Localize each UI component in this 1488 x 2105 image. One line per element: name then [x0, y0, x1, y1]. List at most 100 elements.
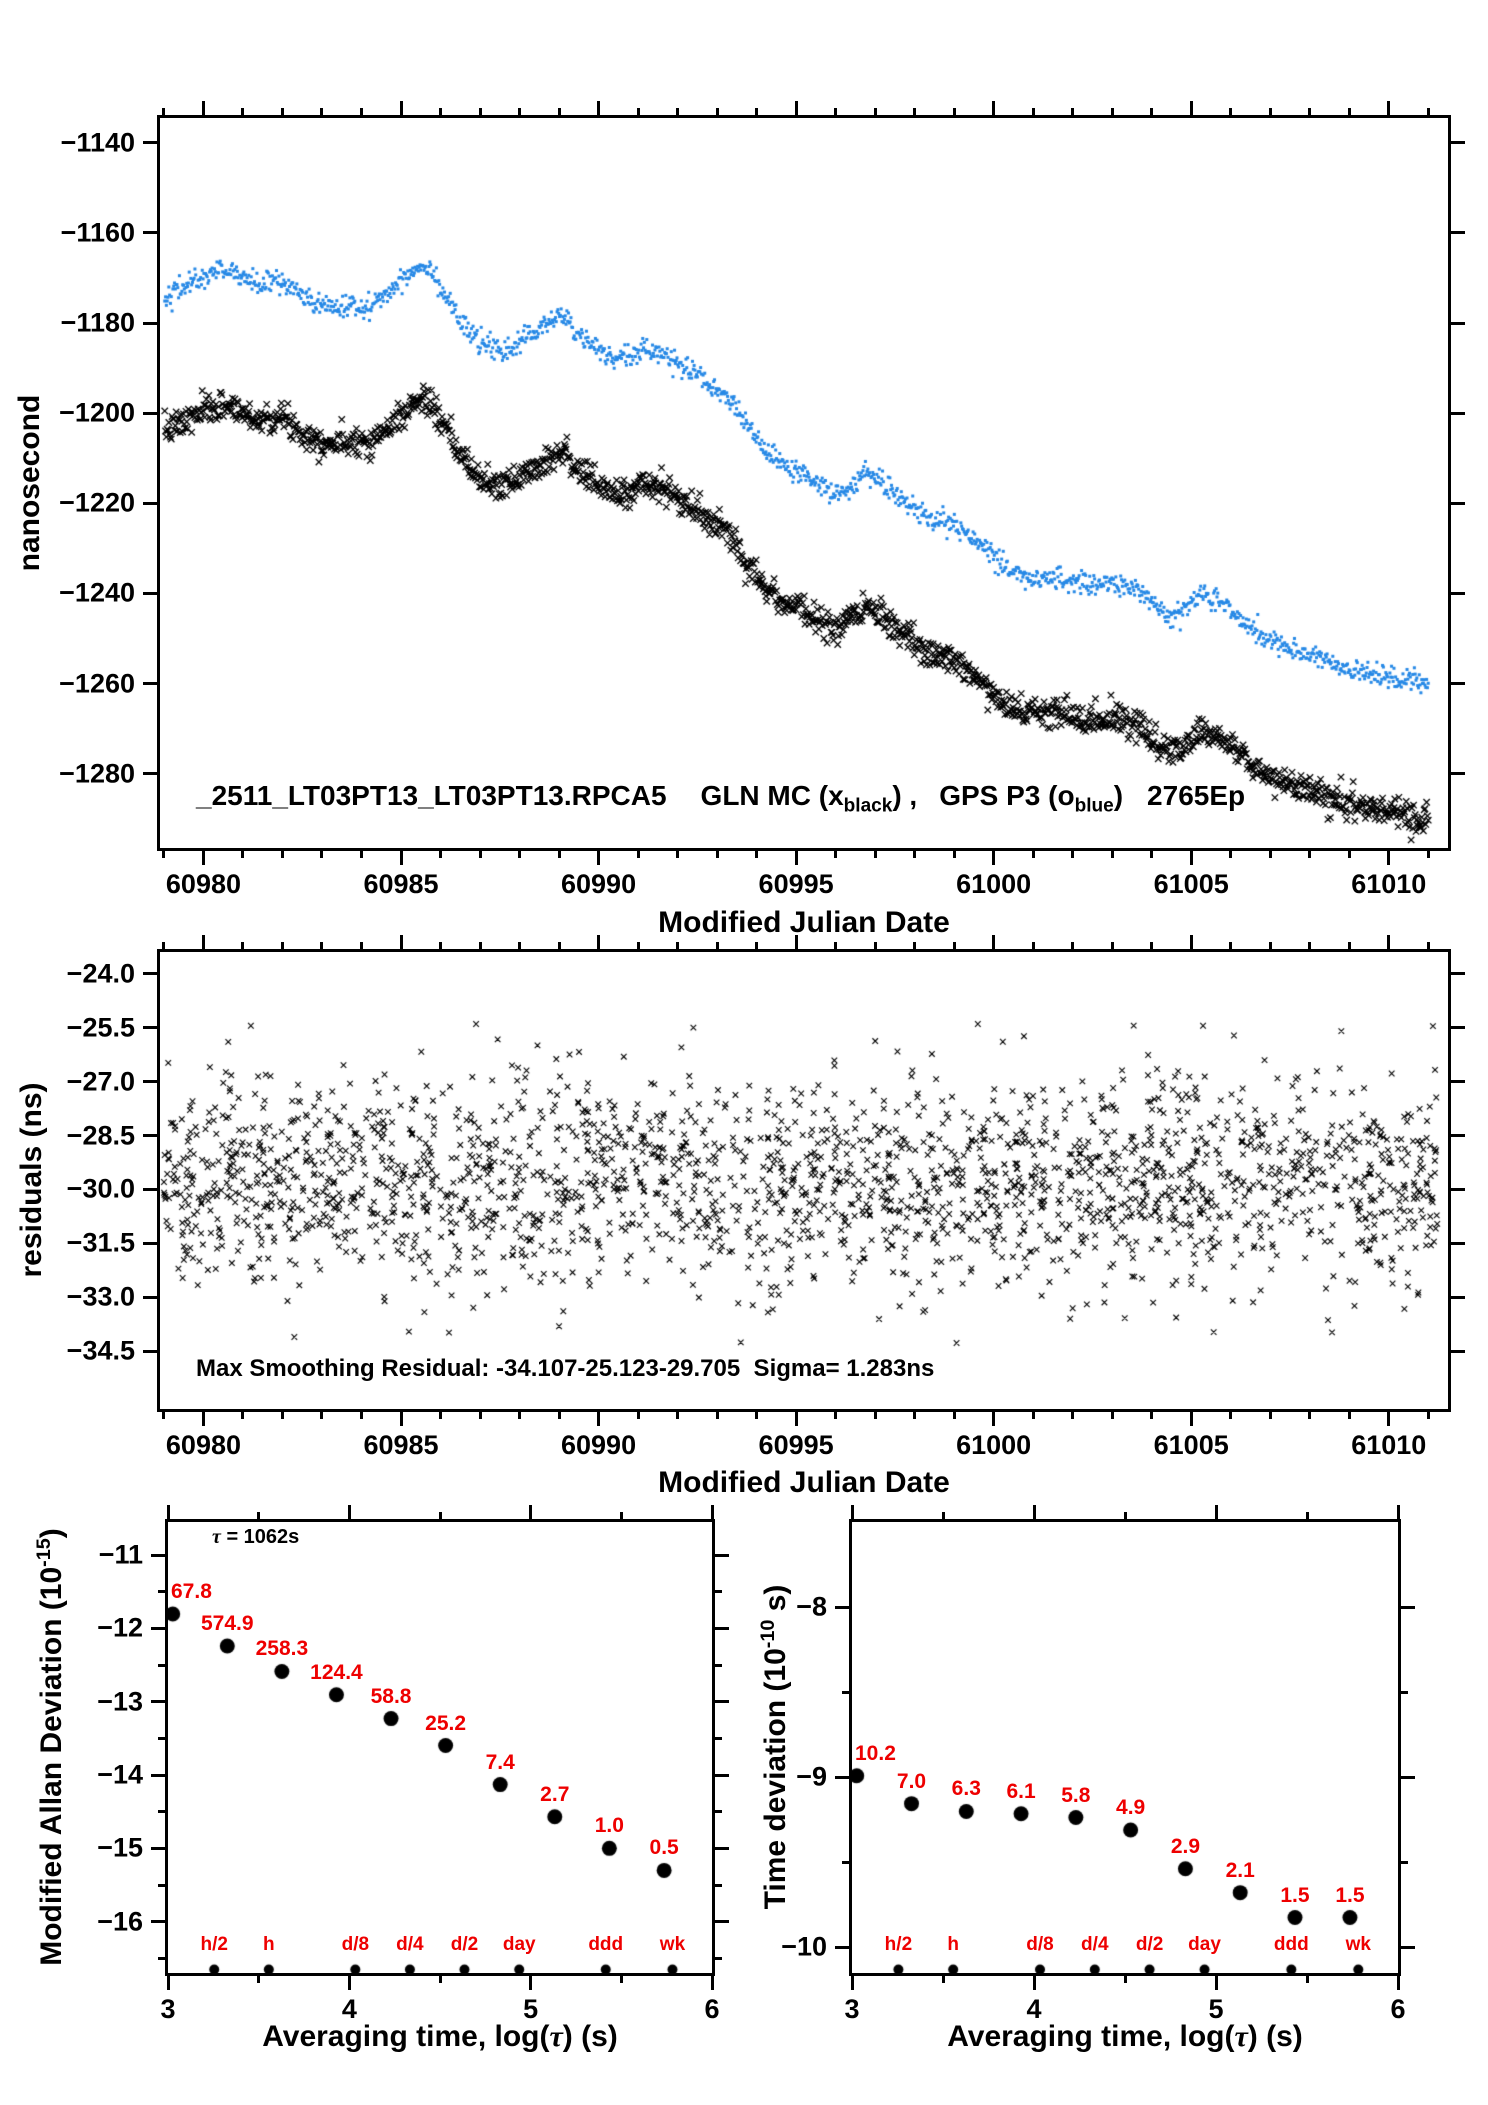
phase-x-tick — [201, 101, 205, 115]
residuals-x-minor-tick — [1031, 1412, 1035, 1419]
tdev-y-tick — [1401, 1605, 1415, 1609]
tdev-time-marker-label: h — [947, 1934, 959, 1955]
residuals-x-minor-tick — [636, 942, 640, 949]
tdev-x-minor-tick — [1123, 1976, 1127, 1983]
phase-x-tick-label: 60990 — [561, 869, 637, 899]
tdev-time-marker-label: wk — [1345, 1934, 1371, 1955]
tdev-x-tick — [850, 1976, 854, 1990]
tdev-time-marker-label: d/4 — [1081, 1934, 1109, 1955]
mdev-x-axis-title-close: ) (s) — [562, 2020, 618, 2053]
tdev-point-label: 4.9 — [1116, 1796, 1146, 1819]
tdev-x-tick-label: 6 — [1390, 1994, 1406, 2024]
mdev-y-tick — [151, 1846, 165, 1850]
residuals-y-tick — [143, 1080, 157, 1084]
phase-x-tick — [399, 851, 403, 865]
residuals-x-minor-tick — [478, 1412, 482, 1419]
residuals-x-minor-tick — [518, 1412, 522, 1419]
mdev-x-axis-title-text: Averaging time, log( — [262, 2020, 550, 2053]
mdev-x-tick — [347, 1505, 351, 1519]
residuals-x-minor-tick — [1268, 1412, 1272, 1419]
mdev-y-tick — [715, 1700, 729, 1704]
phase-x-minor-tick — [1150, 108, 1154, 115]
tdev-y-tick — [835, 1945, 849, 1949]
tau-symbol: τ — [549, 2020, 563, 2053]
mdev-y-tick-label: −15 — [97, 1832, 143, 1863]
phase-frame — [157, 115, 1451, 851]
phase-x-minor-tick — [1268, 851, 1272, 858]
phase-y-tick — [1451, 682, 1465, 686]
tdev-point-label: 10.2 — [855, 1741, 896, 1765]
mdev-y-axis-title-text: Modified Allan Deviation (10 — [35, 1566, 68, 1966]
phase-x-minor-tick — [478, 108, 482, 115]
residuals-x-tick — [399, 1412, 403, 1426]
tdev-time-marker-label: d/2 — [1135, 1934, 1164, 1955]
phase-y-tick — [143, 141, 157, 145]
phase-y-tick — [143, 321, 157, 325]
residuals-y-tick — [1451, 1241, 1465, 1245]
tdev-point-label: 6.3 — [951, 1777, 981, 1801]
phase-x-minor-tick — [952, 108, 956, 115]
residuals-x-tick — [1189, 1412, 1193, 1426]
residuals-x-minor-tick — [1071, 942, 1075, 949]
mdev-y-tick-label: −12 — [97, 1612, 143, 1643]
phase-x-minor-tick — [1426, 851, 1430, 858]
mdev-point-label: 124.4 — [310, 1660, 363, 1684]
tdev-point-label: 1.5 — [1335, 1883, 1365, 1907]
tdev-frame — [849, 1519, 1401, 1976]
residuals-x-minor-tick — [1347, 942, 1351, 949]
phase-x-minor-tick — [1229, 851, 1233, 858]
phase-x-minor-tick — [1229, 108, 1233, 115]
phase-y-tick — [143, 501, 157, 505]
residuals-y-tick-label: −27.0 — [66, 1066, 135, 1097]
phase-x-tick — [992, 851, 996, 865]
mdev-time-marker-label: d/4 — [396, 1934, 424, 1955]
phase-y-tick-label: −1180 — [60, 307, 135, 338]
mdev-time-marker-label: ddd — [588, 1934, 624, 1955]
phase-y-tick — [143, 411, 157, 415]
residuals-x-minor-tick — [280, 1412, 284, 1419]
mdev-y-minor-tick — [715, 1883, 722, 1887]
residuals-x-minor-tick — [280, 942, 284, 949]
mdev-x-tick — [529, 1976, 533, 1990]
phase-x-minor-tick — [636, 851, 640, 858]
residuals-y-tick — [143, 972, 157, 976]
phase-x-minor-tick — [1308, 851, 1312, 858]
residuals-x-minor-tick — [1071, 1412, 1075, 1419]
mdev-y-tick — [151, 1773, 165, 1777]
residuals-x-minor-tick — [162, 1412, 166, 1419]
residuals-x-minor-tick — [1308, 1412, 1312, 1419]
tdev-x-tick — [850, 1505, 854, 1519]
residuals-y-tick — [143, 1295, 157, 1299]
tdev-point-label: 2.1 — [1225, 1858, 1255, 1882]
tdev-y-tick — [835, 1775, 849, 1779]
residuals-x-minor-tick — [873, 1412, 877, 1419]
residuals-y-tick — [1451, 1295, 1465, 1299]
tau-symbol: τ — [1234, 2020, 1248, 2053]
residuals-x-minor-tick — [557, 942, 561, 949]
residuals-x-minor-tick — [359, 942, 363, 949]
residuals-y-tick — [143, 1241, 157, 1245]
residuals-y-tick — [1451, 1187, 1465, 1191]
residuals-x-minor-tick — [676, 942, 680, 949]
phase-y-tick-label: −1160 — [60, 217, 135, 248]
phase-y-tick — [143, 231, 157, 235]
tdev-y-minor-tick — [1401, 1690, 1408, 1694]
mdev-x-axis-title: Averaging time, log(τ) (s) — [262, 2022, 618, 2052]
residuals-x-minor-tick — [715, 942, 719, 949]
mdev-x-tick — [347, 1976, 351, 1990]
residuals-x-tick-label: 61010 — [1351, 1430, 1427, 1460]
phase-y-tick-label: −1200 — [59, 397, 135, 428]
tdev-time-marker-label: h/2 — [884, 1934, 913, 1955]
phase-y-tick-label: −1220 — [59, 487, 135, 518]
residuals-x-minor-tick — [755, 942, 759, 949]
tdev-x-minor-tick — [1305, 1976, 1309, 1983]
mdev-time-marker-label: d/8 — [341, 1934, 370, 1955]
tdev-y-axis-title-close: s) — [759, 1584, 792, 1620]
phase-x-tick-label: 61000 — [956, 869, 1032, 899]
mdev-point-label: 25.2 — [425, 1711, 467, 1735]
phase-x-minor-tick — [241, 851, 245, 858]
mdev-y-minor-tick — [158, 1810, 165, 1814]
phase-x-minor-tick — [1268, 108, 1272, 115]
residuals-x-tick — [992, 935, 996, 949]
